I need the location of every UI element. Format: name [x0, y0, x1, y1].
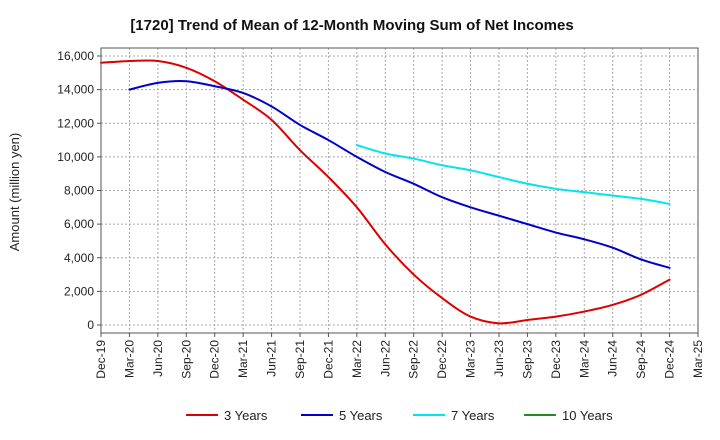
y-tick-label: 12,000	[57, 116, 94, 130]
x-tick-label: Sep-21	[293, 340, 307, 379]
x-tick-label: Mar-24	[577, 340, 591, 378]
x-tick-label: Dec-19	[94, 340, 108, 379]
chart-title: [1720] Trend of Mean of 12-Month Moving …	[130, 17, 573, 34]
x-tick-label: Jun-23	[492, 340, 506, 377]
series-lines	[100, 59, 671, 325]
legend-label: 10 Years	[562, 408, 613, 423]
series-line-7-years	[355, 144, 671, 205]
series-line-3-years	[100, 59, 671, 325]
x-tick-label: Sep-20	[179, 340, 193, 379]
legend-label: 7 Years	[451, 408, 495, 423]
y-tick-label: 10,000	[57, 150, 94, 164]
y-axis-ticks: 0 2,000 4,000 6,000 8,000 10,000 12,000 14,000 1…	[57, 49, 101, 332]
x-tick-label: Dec-23	[549, 340, 563, 379]
x-tick-label: Mar-22	[350, 340, 364, 378]
x-tick-label: Sep-23	[520, 340, 534, 379]
x-tick-label: Jun-20	[151, 340, 165, 377]
x-tick-label: Mar-25	[691, 340, 705, 378]
plot-frame	[100, 47, 699, 334]
x-axis-ticks: Dec-19 Mar-20 Jun-20 Sep-20 Dec-20 Mar-21 Jun-…	[94, 333, 705, 379]
y-tick-label: 4,000	[64, 251, 94, 265]
legend-label: 3 Years	[224, 408, 268, 423]
y-tick-label: 14,000	[57, 83, 94, 97]
y-tick-label: 0	[87, 318, 94, 332]
legend: 3 Years 5 Years 7 Years 10 Years	[186, 408, 613, 423]
x-tick-label: Mar-20	[122, 340, 136, 378]
x-tick-label: Mar-21	[236, 340, 250, 378]
x-tick-label: Dec-20	[208, 340, 222, 379]
y-tick-label: 6,000	[64, 217, 94, 231]
series-line-5-years	[128, 80, 671, 269]
x-tick-label: Jun-21	[265, 340, 279, 377]
y-tick-label: 8,000	[64, 184, 94, 198]
x-tick-label: Sep-22	[407, 340, 421, 379]
y-axis-label: Amount (million yen)	[7, 133, 22, 252]
x-tick-label: Jun-24	[606, 340, 620, 377]
y-tick-label: 16,000	[57, 49, 94, 63]
y-tick-label: 2,000	[64, 284, 94, 298]
x-tick-label: Mar-23	[464, 340, 478, 378]
x-tick-label: Sep-24	[634, 340, 648, 379]
x-tick-label: Dec-21	[321, 340, 335, 379]
x-tick-label: Dec-22	[435, 340, 449, 379]
x-tick-label: Dec-24	[663, 340, 677, 379]
x-tick-label: Jun-22	[378, 340, 392, 377]
gridlines	[101, 48, 698, 333]
legend-label: 5 Years	[339, 408, 383, 423]
